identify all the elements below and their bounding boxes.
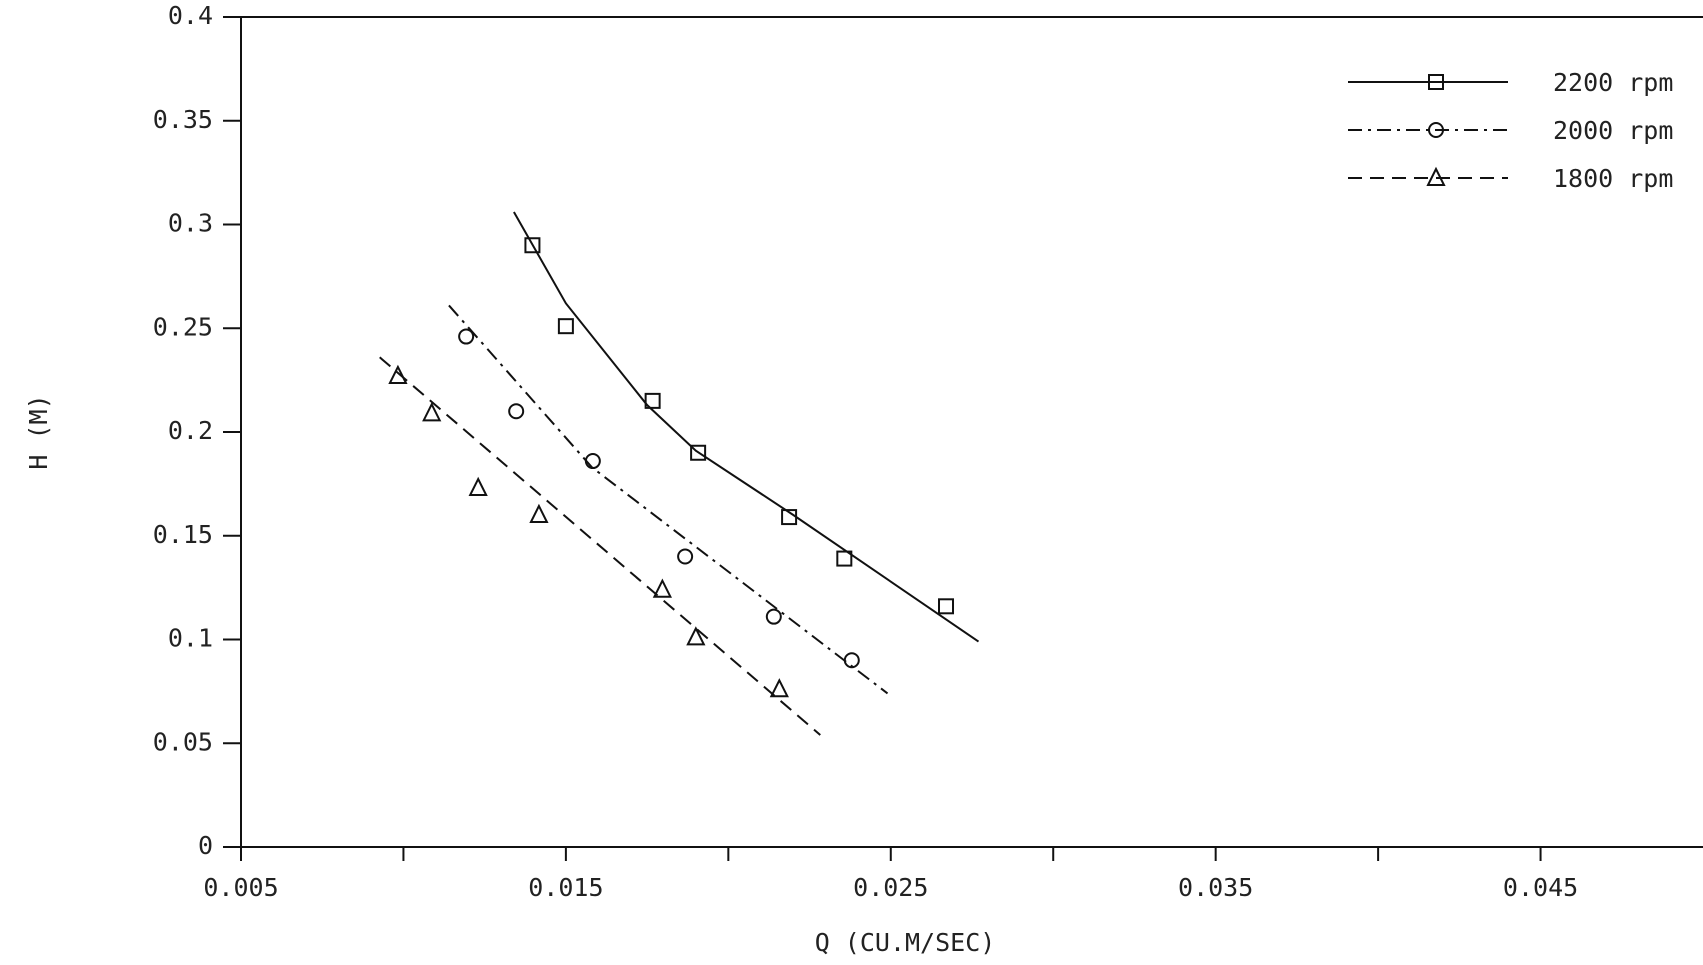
legend-label: 1800 rpm [1553, 164, 1673, 193]
marker [390, 367, 406, 383]
y-tick-label: 0.3 [168, 209, 213, 238]
x-tick-label: 0.035 [1178, 873, 1253, 902]
marker [559, 319, 573, 333]
x-tick-label: 0.045 [1503, 873, 1578, 902]
x-tick-label: 0.025 [853, 873, 928, 902]
page: {"chart_data": {"type": "scatter", "x_la… [0, 0, 1703, 965]
y-tick-label: 0.2 [168, 416, 213, 445]
chart: Q (CU.M/SEC) H (M) 0 0.05 0.1 0.15 0.2 0.25 0.… [0, 0, 1703, 965]
marker [688, 628, 704, 644]
marker [531, 506, 547, 522]
marker [470, 479, 486, 495]
fit-line [514, 212, 979, 642]
marker [509, 404, 523, 418]
x-tick-label: 0.015 [528, 873, 603, 902]
marker [586, 454, 600, 468]
y-tick-label: 0 [198, 831, 213, 860]
y-tick-label: 0.15 [153, 520, 213, 549]
y-axis-label: H (M) [24, 394, 53, 469]
marker [939, 599, 953, 613]
y-tick-label: 0.1 [168, 624, 213, 653]
fit-line [380, 357, 821, 735]
y-tick-label: 0.4 [168, 1, 213, 30]
marker [459, 330, 473, 344]
legend-label: 2200 rpm [1553, 68, 1673, 97]
marker [678, 550, 692, 564]
legend-label: 2000 rpm [1553, 116, 1673, 145]
x-tick-label: 0.005 [203, 873, 278, 902]
marker [767, 610, 781, 624]
y-tick-label: 0.05 [153, 727, 213, 756]
y-tick-label: 0.35 [153, 105, 213, 134]
fit-line [449, 305, 888, 693]
y-tick-label: 0.25 [153, 312, 213, 341]
x-axis-label: Q (CU.M/SEC) [815, 928, 996, 957]
